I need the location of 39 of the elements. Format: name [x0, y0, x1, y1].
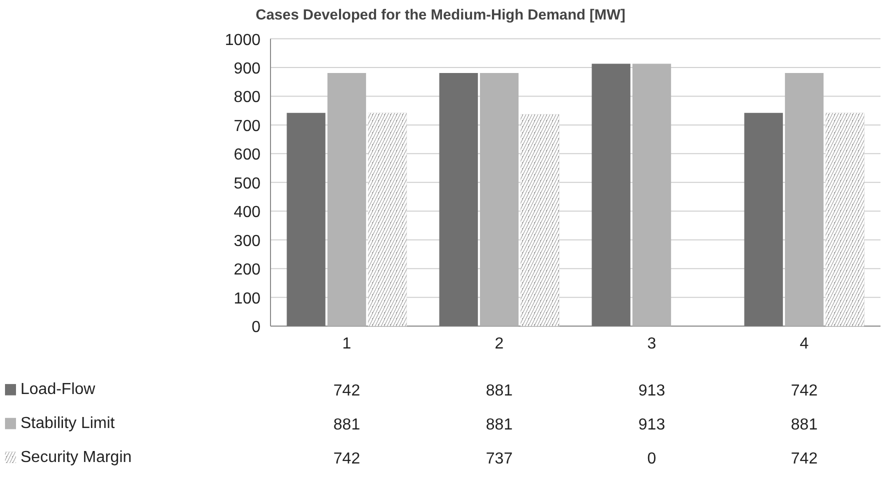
- data-label: 737: [486, 450, 513, 468]
- y-tick-label: 800: [234, 89, 261, 106]
- y-tick-label: 500: [234, 175, 261, 192]
- legend-label: Load-Flow: [20, 381, 96, 398]
- data-label: 881: [486, 382, 513, 400]
- bar: [439, 72, 478, 326]
- data-label: 881: [333, 416, 360, 434]
- bar: [286, 112, 326, 326]
- x-tick-label: 3: [647, 335, 656, 352]
- y-tick-label: 400: [234, 204, 261, 222]
- y-tick-label: 100: [234, 290, 261, 308]
- data-label: 881: [790, 416, 818, 434]
- data-label: 742: [333, 450, 360, 468]
- data-label: 742: [790, 382, 818, 400]
- y-tick-label: 900: [234, 60, 261, 78]
- x-tick-label: 1: [342, 335, 352, 352]
- bar: [784, 72, 824, 326]
- data-label: 913: [638, 416, 666, 434]
- bar: [744, 112, 783, 326]
- chart-title: Cases Developed for the Medium-High Demand [MW]: [256, 8, 626, 24]
- data-label: 742: [790, 450, 818, 468]
- data-label: 0: [647, 450, 656, 468]
- x-tick-label: 4: [800, 335, 809, 352]
- bar: [327, 72, 366, 326]
- y-tick-label: 200: [234, 262, 261, 279]
- x-tick-label: 2: [494, 335, 504, 352]
- y-tick-label: 600: [234, 146, 261, 164]
- data-label: 881: [486, 416, 513, 434]
- data-label: 913: [638, 382, 666, 400]
- y-tick-label: 300: [234, 232, 261, 250]
- bar: [632, 64, 672, 326]
- bar: [592, 64, 630, 326]
- legend-label: Stability Limit: [20, 415, 116, 432]
- bar: [480, 72, 519, 326]
- legend-label: Security Margin: [20, 448, 132, 466]
- data-label: 742: [333, 382, 360, 400]
- y-tick-label: 700: [234, 118, 261, 135]
- y-tick-label: 1000: [224, 32, 261, 49]
- y-tick-label: 0: [252, 319, 261, 336]
